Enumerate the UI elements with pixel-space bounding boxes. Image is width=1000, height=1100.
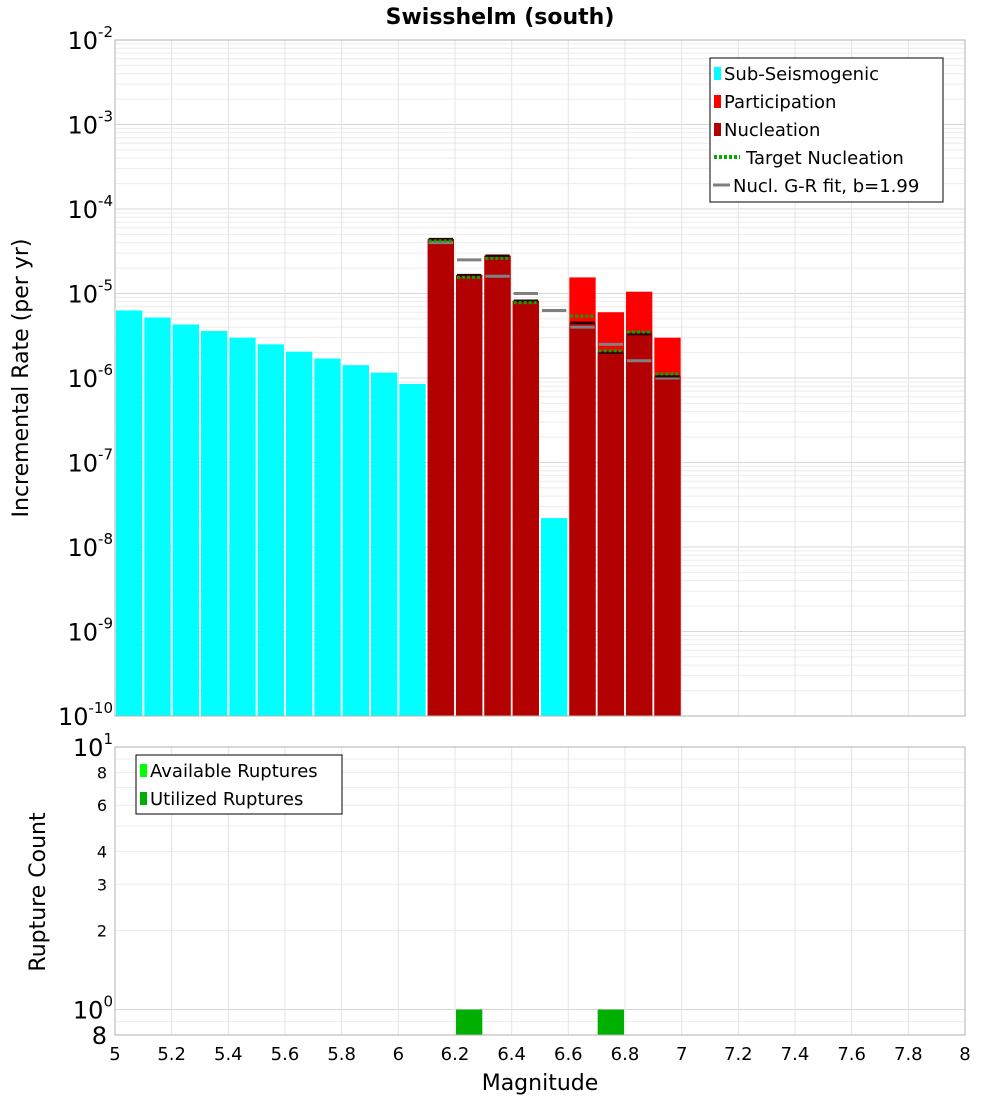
y-tick-label: 10-6 — [67, 361, 113, 393]
y-tick-label: 10-2 — [67, 23, 113, 55]
x-axis-label: Magnitude — [482, 1071, 599, 1096]
x-tick-label: 5.2 — [157, 1044, 186, 1065]
sub-seismogenic-bar — [541, 518, 568, 716]
y-tick-label: 10-9 — [67, 615, 113, 647]
top-plot-grid — [115, 40, 965, 717]
y-tick-label: 10-8 — [67, 530, 113, 562]
legend-label-available-ruptures: Available Ruptures — [150, 761, 318, 782]
sub-seismogenic-bar — [172, 324, 199, 716]
legend-label-target-nucleation: Target Nucleation — [745, 148, 904, 169]
chart-title: Swisshelm (south) — [386, 5, 615, 30]
legend-swatch-available-ruptures — [140, 764, 147, 777]
x-tick-label: 6 — [393, 1044, 404, 1065]
nucleation-bar — [456, 275, 483, 716]
y-tick-label: 8 — [92, 1022, 107, 1050]
bottom-y-axis-label: Rupture Count — [26, 812, 51, 972]
legend-swatch-participation — [714, 95, 721, 108]
top-plot-frame — [114, 39, 966, 717]
bottom-plot-frame — [114, 746, 966, 1036]
legend-swatch-nucleation — [714, 123, 721, 136]
legend-swatch-utilized-ruptures — [140, 792, 147, 805]
y-tick-label: 10-3 — [67, 108, 113, 140]
legend-label-participation: Participation — [724, 92, 836, 113]
x-tick-label: 6.4 — [497, 1044, 526, 1065]
x-tick-label: 5 — [109, 1044, 120, 1065]
nucleation-bar — [484, 255, 511, 716]
x-tick-label: 8 — [959, 1044, 970, 1065]
utilized-ruptures-bar — [597, 1009, 624, 1035]
top-legend-box — [709, 57, 944, 203]
nucleation-bar — [569, 322, 596, 716]
x-tick-label: 5.4 — [214, 1044, 243, 1065]
x-tick-label: 7.2 — [724, 1044, 753, 1065]
y-tick-label: 8 — [97, 763, 107, 782]
y-tick-label: 3 — [97, 875, 107, 894]
bottom-legend: Available Ruptures Utilized Ruptures — [135, 754, 343, 815]
bottom-plot-x-ticks: 5 5.2 5.4 5.6 5.8 6 6.2 6.4 6.6 6.8 7 7.2 7.4 7.6 7.8 8 — [109, 1044, 970, 1065]
y-tick-label: 10-4 — [67, 192, 113, 224]
nucleation-bar — [654, 376, 681, 716]
y-tick-label: 2 — [97, 922, 107, 941]
bottom-plot-bars — [456, 1009, 624, 1035]
top-plot-bars — [116, 239, 681, 717]
sub-seismogenic-bar — [314, 358, 341, 716]
top-plot-y-ticks: 10-2 10-3 10-4 10-5 10-6 10-7 10-8 10-9 10-10 — [58, 23, 113, 731]
x-tick-label: 6.6 — [554, 1044, 583, 1065]
x-tick-label: 7.4 — [781, 1044, 810, 1065]
legend-label-nucleation: Nucleation — [724, 120, 820, 141]
sub-seismogenic-bar — [229, 337, 256, 716]
utilized-ruptures-bar — [456, 1009, 483, 1035]
sub-seismogenic-bar — [371, 372, 398, 716]
x-tick-label: 7.6 — [837, 1044, 866, 1065]
y-tick-label: 6 — [97, 796, 107, 815]
y-tick-label: 10-5 — [67, 277, 113, 309]
nucleation-bar — [512, 300, 539, 716]
sub-seismogenic-bar — [257, 344, 284, 716]
x-tick-label: 6.2 — [441, 1044, 470, 1065]
legend-label-utilized-ruptures: Utilized Ruptures — [150, 789, 303, 810]
y-tick-label: 10-10 — [58, 699, 113, 731]
sub-seismogenic-bar — [342, 365, 369, 716]
nucleation-bar — [427, 239, 454, 717]
y-tick-label: 101 — [73, 730, 113, 762]
nucleation-bar — [626, 334, 653, 716]
top-plot-marks — [428, 237, 680, 380]
sub-seismogenic-bar — [286, 351, 313, 716]
sub-seismogenic-bar — [144, 317, 171, 716]
legend-label-gr-fit: Nucl. G-R fit, b=1.99 — [733, 176, 919, 197]
top-y-axis-label: Incremental Rate (per yr) — [9, 239, 34, 518]
y-tick-label: 10-7 — [67, 446, 113, 478]
top-legend: Sub-Seismogenic Participation Nucleation… — [709, 57, 944, 203]
sub-seismogenic-bar — [116, 310, 143, 716]
sub-seismogenic-bar — [399, 383, 426, 716]
y-tick-label: 100 — [73, 993, 113, 1025]
sub-seismogenic-bar — [201, 330, 228, 716]
nucleation-bar — [597, 352, 624, 716]
legend-swatch-sub-seismogenic — [714, 67, 721, 80]
y-tick-label: 4 — [97, 842, 107, 861]
bottom-legend-box — [135, 754, 343, 815]
x-tick-label: 7 — [676, 1044, 687, 1065]
x-tick-label: 5.6 — [271, 1044, 300, 1065]
legend-label-sub-seismogenic: Sub-Seismogenic — [724, 64, 879, 85]
x-tick-label: 6.8 — [611, 1044, 640, 1065]
x-tick-label: 7.8 — [894, 1044, 923, 1065]
x-tick-label: 5.8 — [327, 1044, 356, 1065]
